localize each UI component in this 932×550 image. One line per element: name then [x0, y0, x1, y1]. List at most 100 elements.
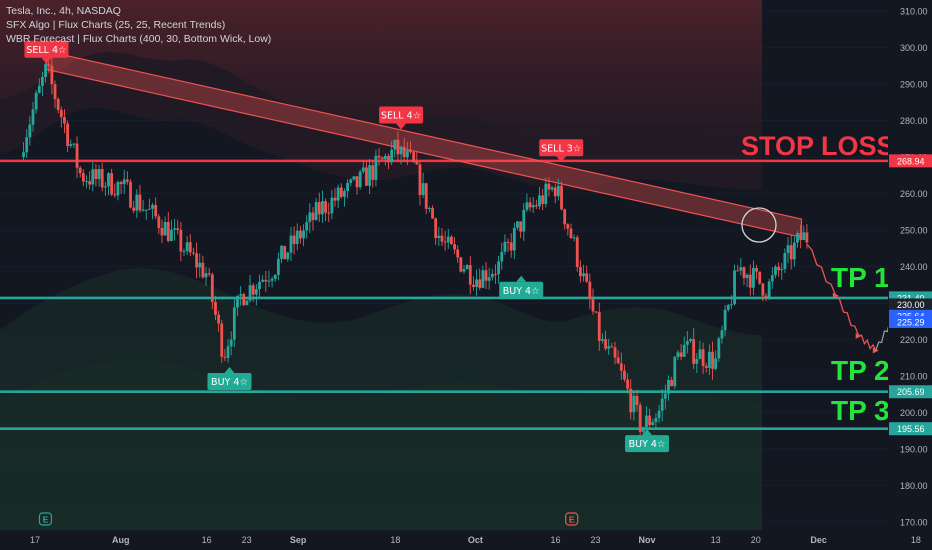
forecast-segment: [806, 244, 837, 296]
indicator-wbr-forecast[interactable]: WBR Forecast | Flux Charts (400, 30, Bot…: [6, 33, 272, 45]
tp1-label: TP 1: [831, 262, 890, 293]
candle-body: [41, 76, 44, 86]
time-tick-label: 18: [390, 535, 400, 545]
forecast-bands: [0, 0, 762, 550]
candle-body: [56, 99, 60, 110]
price-tick-label: 210.00: [900, 372, 928, 382]
candle-body: [676, 352, 680, 357]
candle-body: [494, 274, 497, 276]
candle-body: [94, 169, 98, 179]
candle-body: [673, 356, 677, 387]
candle-body: [387, 155, 390, 163]
candle-body: [478, 279, 482, 288]
candle-body: [431, 208, 434, 219]
candle-body: [679, 352, 683, 357]
candle-body: [692, 339, 696, 364]
time-tick-label: 18: [911, 535, 921, 545]
candle-body: [276, 258, 280, 275]
candle-body: [591, 299, 595, 312]
candle-body: [569, 228, 573, 238]
level-badge-stop: [889, 154, 932, 168]
candle-body: [707, 351, 711, 368]
candle-body: [553, 187, 557, 197]
candle-body: [220, 323, 224, 357]
candle-body: [764, 295, 768, 298]
candle-body: [53, 84, 57, 100]
candle-body: [236, 295, 239, 308]
candle-body: [774, 266, 777, 276]
time-tick-label: 16: [551, 535, 561, 545]
candle-body: [327, 212, 331, 214]
candle-body: [786, 245, 790, 253]
candle-body: [405, 150, 409, 158]
candle-body: [154, 204, 158, 217]
axis-badge: [889, 315, 932, 328]
candle-body: [575, 237, 579, 267]
candle-body: [654, 418, 658, 423]
time-tick-label: 23: [591, 535, 601, 545]
candle-body: [317, 202, 321, 215]
candle-body: [434, 218, 438, 239]
candle-body: [311, 212, 315, 220]
candle-body: [695, 359, 699, 364]
candle-body: [487, 277, 491, 281]
candle-body: [657, 410, 661, 419]
candle-body: [201, 262, 205, 278]
candle-body: [572, 237, 576, 239]
sell-signal-badge: [539, 139, 584, 157]
candle-body: [330, 197, 334, 214]
candle-body: [720, 330, 724, 339]
candle-body: [512, 227, 516, 251]
candle-body: [119, 182, 123, 185]
candle-body: [28, 124, 32, 138]
candle-body: [198, 262, 202, 268]
time-tick-label: 13: [711, 535, 721, 545]
candle-body: [500, 251, 504, 262]
candle-body: [682, 344, 686, 357]
candle-body: [88, 181, 92, 185]
candle-body: [755, 267, 758, 272]
candle-body: [506, 241, 510, 243]
candle-body: [610, 346, 614, 348]
candle-body: [456, 249, 460, 258]
level-badge-label: 231.40: [897, 293, 925, 303]
candle-body: [286, 252, 290, 260]
time-axis[interactable]: 17 Aug 16 23 Sep 18 Oct 16 23 Nov 13 20 Dec 18: [0, 530, 921, 550]
indicator-sfx-algo[interactable]: SFX Algo | Flux Charts (25, 25, Recent T…: [6, 19, 226, 31]
buy-signal-badge: [625, 435, 670, 453]
candle-body: [516, 221, 519, 228]
candle-body: [481, 270, 485, 288]
candle-body: [295, 230, 299, 245]
candle-body: [223, 356, 227, 358]
candle-body: [736, 270, 740, 272]
candle-body: [472, 284, 475, 287]
candle-body: [151, 204, 154, 209]
signal-label: SELL 4☆: [26, 45, 66, 56]
candle-body: [519, 221, 523, 232]
candle-body: [418, 164, 422, 196]
candle-body: [748, 274, 752, 288]
candle-body: [550, 187, 554, 190]
price-axis[interactable]: 310.00300.00290.00280.00270.00260.00250.…: [888, 0, 932, 550]
candle-body: [424, 183, 428, 209]
candle-body: [59, 109, 63, 118]
candle-body: [604, 339, 607, 349]
candle-body: [594, 311, 598, 313]
candle-body: [632, 395, 636, 413]
candle-body: [544, 183, 548, 204]
candle-body: [484, 270, 488, 281]
time-tick-label: 17: [30, 535, 40, 545]
candle-body: [462, 269, 466, 272]
candle-body: [242, 294, 246, 306]
candle-body: [783, 252, 787, 270]
candle-body: [355, 176, 359, 188]
candle-body: [701, 349, 705, 366]
candle-body: [170, 229, 173, 241]
candle-body: [305, 222, 309, 231]
price-tick-label: 180.00: [900, 481, 928, 491]
candle-body: [711, 351, 714, 369]
candle-body: [261, 279, 265, 282]
candle-body: [346, 182, 349, 191]
candle-body: [415, 161, 419, 165]
